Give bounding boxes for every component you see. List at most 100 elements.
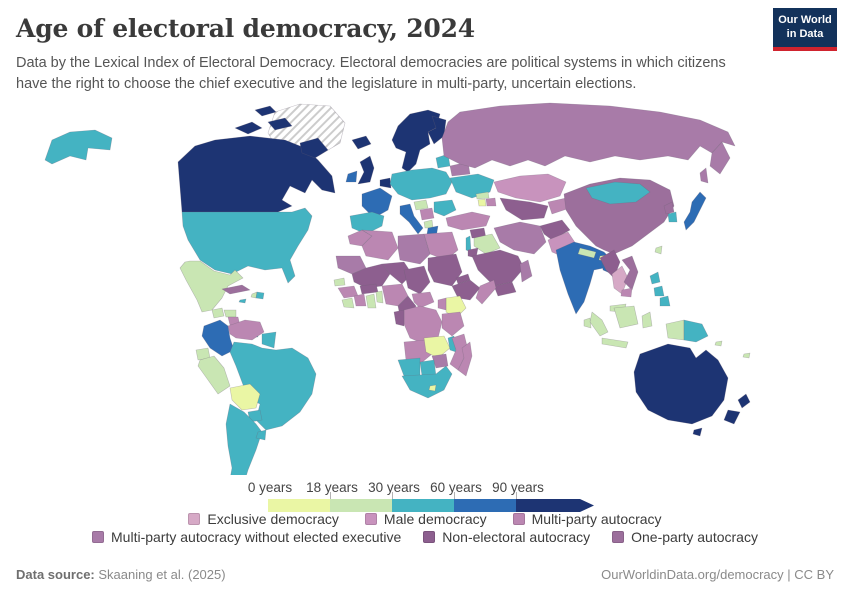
country-croatia-slovenia[interactable] [413, 199, 429, 211]
country-united-kingdom[interactable] [357, 155, 375, 185]
country-indonesia-sumatra[interactable] [589, 311, 609, 337]
country-gabon-congo[interactable] [393, 309, 405, 327]
country-mali[interactable] [351, 263, 391, 289]
gradient-segment[interactable] [330, 499, 392, 512]
country-madagascar[interactable] [457, 341, 473, 377]
country-dominican-republic[interactable] [255, 291, 265, 300]
country-vietnam-laos[interactable] [621, 255, 639, 291]
country-russia-sakhalin[interactable] [699, 167, 709, 184]
country-venezuela[interactable] [227, 319, 265, 341]
country-canada-arctic-island[interactable] [267, 117, 293, 131]
country-iraq[interactable] [473, 233, 501, 255]
gradient-color-bar[interactable] [268, 499, 594, 512]
country-australia[interactable] [633, 343, 729, 425]
country-india[interactable] [555, 241, 613, 315]
country-georgia[interactable] [475, 191, 490, 200]
country-indonesia-sulawesi[interactable] [641, 311, 653, 329]
country-uganda[interactable] [437, 297, 447, 311]
country-armenia[interactable] [477, 198, 487, 207]
gradient-segment-arrow[interactable] [516, 499, 594, 512]
country-jamaica[interactable] [238, 298, 247, 304]
country-azerbaijan[interactable] [485, 197, 497, 207]
country-norway-sweden[interactable] [391, 109, 441, 173]
country-mongolia[interactable] [585, 181, 651, 205]
country-somalia[interactable] [475, 279, 497, 305]
legend-item-multi-party-autocracy[interactable]: Multi-party autocracy [512, 511, 662, 527]
gradient-segment[interactable] [268, 499, 330, 512]
country-lesotho[interactable] [428, 384, 437, 392]
country-russia-kamchatka[interactable] [709, 141, 731, 175]
country-papua-new-guinea[interactable] [683, 319, 709, 343]
legend-item-multi-party-autocracy-no-executive[interactable]: Multi-party autocracy without elected ex… [92, 529, 401, 545]
country-ghana[interactable] [365, 293, 377, 309]
country-indonesia-papua[interactable] [665, 319, 685, 341]
country-benelux[interactable] [379, 177, 392, 189]
country-central-europe[interactable] [389, 167, 453, 201]
country-chile-argentina[interactable] [225, 403, 263, 475]
country-sri-lanka[interactable] [583, 317, 592, 329]
country-senegal[interactable] [333, 277, 346, 287]
country-new-zealand[interactable] [723, 409, 741, 425]
country-canada-arctic-island[interactable] [234, 121, 263, 135]
country-sierra-leone-liberia[interactable] [341, 297, 355, 309]
country-ukraine[interactable] [449, 173, 495, 199]
country-philippines[interactable] [653, 285, 665, 297]
country-finland[interactable] [427, 115, 447, 145]
country-uruguay[interactable] [255, 429, 267, 441]
country-saudi-arabia[interactable] [471, 249, 525, 287]
country-guyana-suriname[interactable] [261, 331, 277, 349]
country-romania-bulgaria[interactable] [433, 199, 457, 217]
country-brazil[interactable] [229, 341, 317, 431]
country-south-africa[interactable] [401, 365, 453, 399]
country-spain-portugal[interactable] [349, 211, 385, 235]
country-honduras[interactable] [223, 309, 237, 318]
country-philippines[interactable] [649, 271, 661, 285]
country-france[interactable] [361, 187, 393, 219]
country-russia[interactable] [441, 102, 736, 169]
country-cambodia[interactable] [620, 287, 633, 298]
country-yemen[interactable] [493, 281, 517, 297]
country-thailand[interactable] [611, 265, 629, 295]
country-iran[interactable] [493, 221, 547, 255]
country-chad[interactable] [403, 265, 431, 295]
country-central-african-republic[interactable] [411, 291, 435, 309]
country-benin-togo[interactable] [375, 290, 384, 304]
country-ivory-coast[interactable] [353, 293, 367, 307]
country-uzbekistan-turkmenistan[interactable] [499, 197, 549, 221]
country-canada-baffin[interactable] [299, 137, 329, 159]
country-nepal[interactable] [577, 247, 597, 259]
country-philippines[interactable] [659, 295, 671, 307]
country-cuba[interactable] [221, 284, 251, 295]
country-south-korea[interactable] [667, 211, 678, 223]
legend-item-male-democracy[interactable]: Male democracy [364, 511, 487, 527]
country-algeria[interactable] [361, 229, 399, 261]
country-australia-tasmania[interactable] [692, 427, 703, 437]
country-tanzania[interactable] [441, 311, 465, 337]
country-botswana[interactable] [419, 359, 437, 377]
country-zimbabwe[interactable] [431, 353, 449, 369]
country-burkina-faso[interactable] [359, 283, 379, 295]
country-zambia[interactable] [423, 335, 451, 359]
country-new-zealand[interactable] [737, 393, 751, 409]
country-ethiopia[interactable] [451, 279, 481, 301]
country-italy[interactable] [399, 203, 424, 235]
country-iceland[interactable] [351, 135, 372, 150]
country-peru[interactable] [197, 355, 231, 395]
country-japan[interactable] [683, 191, 707, 231]
country-oman[interactable] [519, 259, 533, 283]
country-indonesia-java[interactable] [601, 337, 629, 349]
country-guatemala[interactable] [211, 307, 225, 319]
country-canada-arctic-island[interactable] [254, 105, 277, 117]
country-albania-macedonia[interactable] [423, 219, 434, 229]
country-serbia-bosnia[interactable] [419, 207, 435, 221]
country-taiwan[interactable] [654, 245, 663, 255]
country-indonesia-borneo[interactable] [613, 305, 639, 329]
country-bolivia[interactable] [229, 383, 261, 411]
country-mexico[interactable] [179, 260, 244, 313]
country-united-states[interactable] [181, 207, 313, 284]
country-alaska[interactable] [44, 129, 113, 165]
legend-item-exclusive-democracy[interactable]: Exclusive democracy [188, 511, 339, 527]
attribution-link[interactable]: OurWorldinData.org/democracy | CC BY [601, 567, 834, 582]
legend-item-non-electoral-autocracy[interactable]: Non-electoral autocracy [423, 529, 590, 545]
country-north-korea[interactable] [663, 201, 675, 215]
